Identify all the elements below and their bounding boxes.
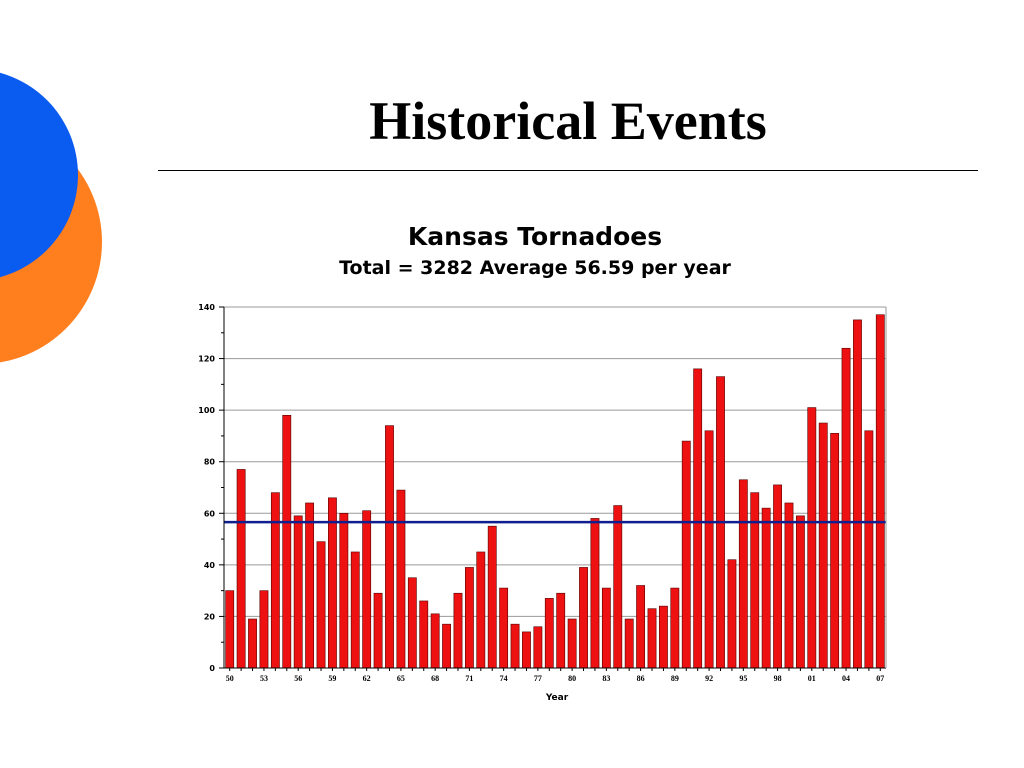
bar-62 <box>362 510 372 669</box>
bar-92 <box>704 430 714 669</box>
bar-79 <box>556 592 566 669</box>
x-tick-label-71: 71 <box>465 674 473 683</box>
bar-51 <box>236 469 246 669</box>
bar-66 <box>407 577 417 669</box>
x-tick-label-04: 04 <box>842 674 850 683</box>
chart-bars <box>225 314 885 669</box>
decor-blue-circle <box>0 72 78 278</box>
bar-59 <box>328 497 337 669</box>
x-tick-label-74: 74 <box>500 674 508 683</box>
bar-60 <box>339 512 349 669</box>
x-tick-label-95: 95 <box>739 674 747 683</box>
bar-88 <box>659 605 668 669</box>
bar-61 <box>350 551 360 669</box>
bar-72 <box>476 551 486 669</box>
bar-80 <box>567 618 577 669</box>
y-tick-label: 20 <box>204 612 216 621</box>
y-tick-label: 0 <box>209 664 215 673</box>
bar-69 <box>442 623 451 669</box>
x-tick-label-62: 62 <box>363 674 371 683</box>
bar-91 <box>693 368 703 669</box>
slide-title: Historical Events <box>369 91 767 151</box>
bar-77 <box>533 626 543 669</box>
bar-56 <box>293 515 303 669</box>
y-axis-ticks: 0 20 40 60 80 100 120 140 <box>198 303 224 673</box>
bar-94 <box>727 559 737 669</box>
x-tick-label-80: 80 <box>568 674 576 683</box>
bar-00 <box>795 515 805 669</box>
bar-07 <box>875 314 885 669</box>
x-tick-label-01: 01 <box>808 674 816 683</box>
bar-06 <box>864 430 874 669</box>
bar-03 <box>830 433 840 669</box>
y-tick-label: 60 <box>204 509 216 518</box>
bar-81 <box>579 567 588 669</box>
y-tick-label: 40 <box>204 561 216 570</box>
bar-01 <box>807 407 817 669</box>
x-tick-label-59: 59 <box>328 674 336 683</box>
x-tick-label-83: 83 <box>602 674 610 683</box>
bar-89 <box>670 587 680 669</box>
x-tick-label-92: 92 <box>705 674 713 683</box>
bar-55 <box>282 414 292 669</box>
bar-04 <box>841 347 851 669</box>
bar-90 <box>681 440 691 669</box>
bar-87 <box>647 608 657 669</box>
y-tick-label: 140 <box>198 303 215 312</box>
bar-82 <box>590 518 600 669</box>
bar-98 <box>773 484 782 669</box>
bar-95 <box>738 479 748 669</box>
y-tick-label: 80 <box>204 458 216 467</box>
bar-63 <box>373 592 383 669</box>
bar-70 <box>453 592 463 669</box>
x-tick-label-53: 53 <box>260 674 268 683</box>
y-tick-label: 100 <box>198 406 215 415</box>
bar-84 <box>613 505 623 669</box>
bar-50 <box>225 590 235 669</box>
y-tick-label: 120 <box>198 355 215 364</box>
bar-53 <box>259 590 269 669</box>
bar-73 <box>487 525 497 669</box>
title-divider <box>158 170 978 171</box>
bar-83 <box>601 587 611 669</box>
bar-71 <box>464 567 474 669</box>
bar-67 <box>419 600 429 669</box>
x-tick-label-65: 65 <box>397 674 405 683</box>
chart-title: Kansas Tornadoes <box>407 222 663 251</box>
bar-99 <box>784 502 794 669</box>
bar-86 <box>636 585 646 669</box>
x-tick-label-07: 07 <box>876 674 884 683</box>
bar-64 <box>385 425 394 669</box>
x-tick-label-89: 89 <box>671 674 679 683</box>
bar-74 <box>499 587 509 669</box>
bar-96 <box>750 492 760 669</box>
x-tick-label-50: 50 <box>226 674 234 683</box>
chart-subtitle: Total = 3282 Average 56.59 per year <box>339 257 731 279</box>
bar-54 <box>270 492 280 669</box>
bar-75 <box>510 623 520 669</box>
x-tick-label-98: 98 <box>774 674 782 683</box>
bar-76 <box>522 631 531 669</box>
x-tick-label-68: 68 <box>431 674 439 683</box>
bar-57 <box>305 502 315 669</box>
x-tick-label-86: 86 <box>637 674 645 683</box>
x-tick-label-77: 77 <box>534 674 542 683</box>
bar-68 <box>430 613 440 669</box>
bar-97 <box>761 507 771 669</box>
bar-52 <box>248 618 257 669</box>
x-axis-ticks: 50 53 56 59 62 65 68 71 74 77 80 83 86 89 92 95 98 01 04 07 <box>226 668 884 683</box>
bar-02 <box>818 422 828 669</box>
bar-05 <box>853 319 862 669</box>
bar-58 <box>316 541 326 669</box>
bar-85 <box>624 618 634 669</box>
bar-65 <box>396 489 406 669</box>
x-tick-label-56: 56 <box>294 674 302 683</box>
bar-78 <box>544 598 554 669</box>
decorative-circles <box>0 72 102 363</box>
x-axis-title: Year <box>545 693 569 703</box>
